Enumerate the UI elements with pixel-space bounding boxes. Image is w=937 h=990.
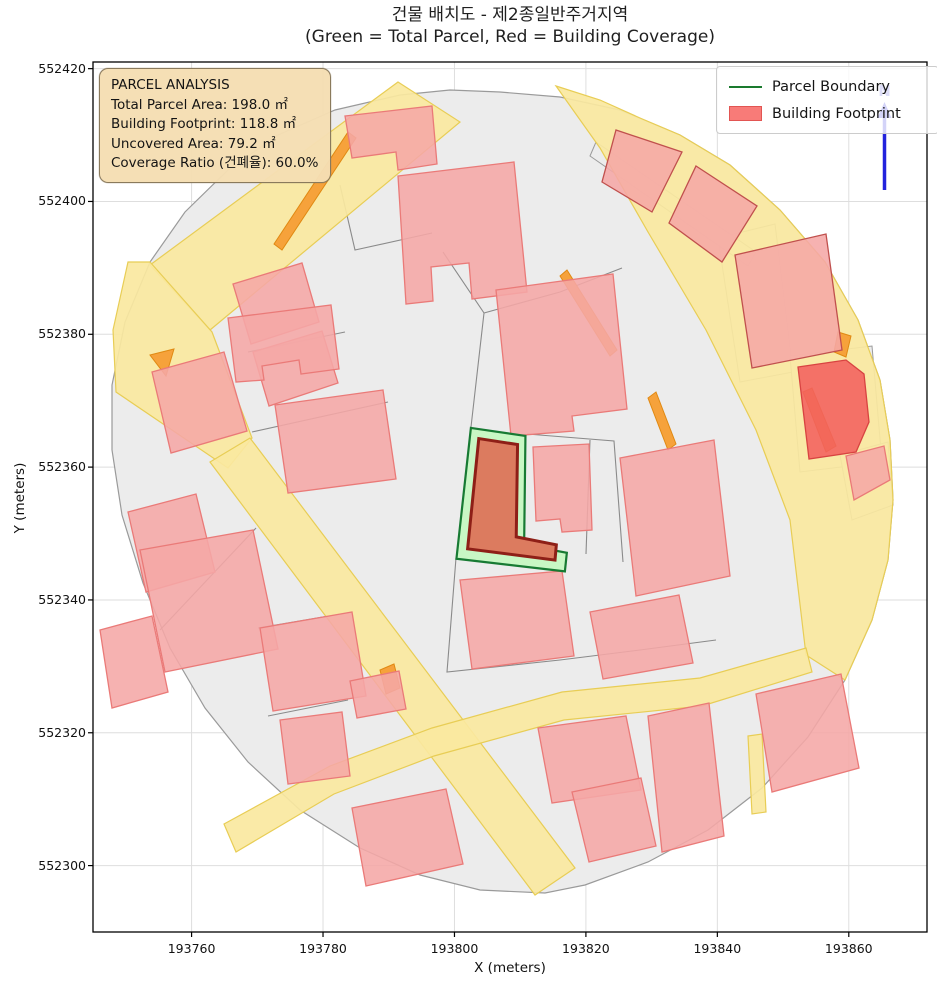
building-footprint [274, 389, 397, 494]
road [747, 733, 767, 815]
parcel-boundary-line-swatch [729, 85, 762, 88]
analysis-total-area: Total Parcel Area: 198.0 ㎡ [111, 96, 288, 113]
parcel-analysis-box: PARCEL ANALYSIS Total Parcel Area: 198.0… [99, 68, 332, 183]
y-tick-label: 552360 [38, 459, 86, 475]
y-tick-label: 552380 [38, 326, 86, 342]
building-footprint [99, 615, 169, 709]
chart-title: 건물 배치도 - 제2종일반주거지역 (Green = Total Parcel… [93, 4, 927, 49]
building-footprint [571, 777, 657, 863]
y-tick-label: 552400 [38, 193, 86, 209]
building-footprint [601, 129, 683, 213]
x-axis-label: X (meters) [474, 960, 546, 976]
y-tick-label: 552340 [38, 591, 86, 607]
analysis-building-footprint: Building Footprint: 118.8 ㎡ [111, 116, 297, 132]
legend-label-parcel-boundary: Parcel Boundary [772, 78, 890, 95]
building-footprint [797, 359, 870, 460]
building-footprint [349, 670, 407, 719]
building-footprint-patch-swatch [729, 106, 762, 121]
road [554, 84, 894, 681]
y-tick-label: 552420 [38, 60, 86, 76]
building-footprint [734, 233, 843, 369]
building-footprint [619, 439, 731, 597]
tick-marks [88, 68, 850, 937]
building-footprint [227, 304, 340, 383]
building-footprint [459, 570, 575, 670]
legend-item-parcel-boundary: Parcel Boundary [725, 73, 930, 100]
parcel-boundary-line [526, 433, 624, 563]
legend-item-building-footprint: Building Footprint [725, 100, 930, 127]
building-footprint [351, 788, 464, 887]
road [223, 647, 813, 853]
analysis-coverage-ratio: Coverage Ratio (건폐율): 60.0% [111, 155, 319, 171]
building-footprint [845, 445, 891, 502]
x-tick-label: 193840 [693, 941, 742, 956]
building-footprint [589, 594, 694, 680]
parcel-boundary-line [267, 699, 349, 717]
y-axis-label: Y (meters) [12, 462, 28, 534]
analysis-uncovered-area: Uncovered Area: 79.2 ㎡ [111, 135, 276, 152]
title-line-2: (Green = Total Parcel, Red = Building Co… [305, 27, 715, 48]
y-tick-label: 552300 [38, 857, 86, 873]
map-layers [99, 81, 894, 896]
building-footprint [755, 673, 860, 793]
building-footprint [279, 711, 351, 785]
building-footprint [397, 161, 528, 305]
y-tick-label: 552320 [38, 724, 86, 740]
x-tick-label: 193800 [430, 941, 479, 956]
x-tick-label: 193860 [824, 941, 873, 956]
legend-label-building-footprint: Building Footprint [772, 105, 901, 122]
building-footprint [151, 351, 248, 454]
building-footprint [668, 165, 758, 263]
building-footprint [532, 443, 593, 533]
legend: Parcel Boundary Building Footprint [716, 66, 937, 134]
building-footprint [259, 611, 367, 712]
analysis-heading: PARCEL ANALYSIS [111, 77, 230, 93]
title-line-1: 건물 배치도 - 제2종일반주거지역 [391, 5, 629, 25]
building-footprint [344, 105, 438, 171]
road-edge-accent [647, 391, 677, 451]
plot-border [92, 61, 928, 933]
building-footprint [647, 702, 725, 853]
x-tick-label: 193780 [299, 941, 347, 956]
building-footprint [495, 273, 628, 437]
x-tick-label: 193820 [562, 941, 610, 956]
building-footprint [139, 529, 279, 673]
x-tick-label: 193760 [167, 941, 216, 956]
subject-building-footprint [465, 436, 558, 562]
